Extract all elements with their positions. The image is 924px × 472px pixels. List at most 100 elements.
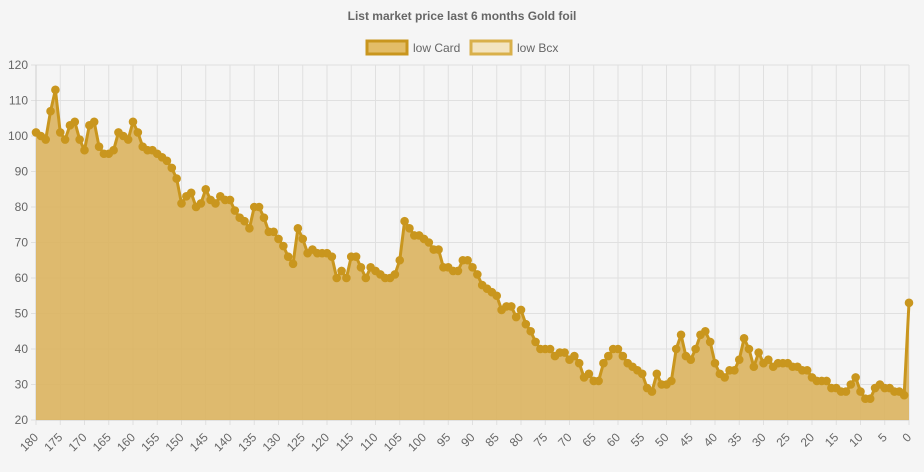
- data-point: [507, 302, 516, 311]
- data-point: [511, 312, 521, 322]
- x-tick-label: 120: [308, 430, 332, 454]
- data-point: [342, 273, 351, 283]
- data-point: [637, 369, 647, 379]
- data-point: [434, 245, 443, 254]
- data-point: [298, 234, 308, 244]
- data-point: [254, 202, 264, 212]
- data-point: [856, 387, 865, 396]
- x-tick-label: 130: [260, 430, 284, 454]
- data-point: [245, 224, 254, 233]
- data-point: [80, 145, 89, 155]
- data-point: [167, 163, 177, 173]
- legend-swatch-low-bcx: [469, 39, 513, 56]
- data-point: [89, 117, 99, 127]
- x-axis: 180 175 170 165 160 155 150 145 140 135 130 125 120 1…: [17, 419, 914, 454]
- data-point: [468, 263, 477, 272]
- data-point: [70, 117, 80, 127]
- data-point: [473, 270, 482, 279]
- x-tick-label: 65: [580, 430, 600, 450]
- data-point: [841, 387, 851, 396]
- data-point: [463, 255, 472, 265]
- y-tick-label: 80: [15, 200, 29, 214]
- y-tick-label: 30: [15, 378, 29, 392]
- x-tick-label: 165: [90, 430, 114, 454]
- legend-item-low-bcx[interactable]: low Bcx: [469, 39, 558, 56]
- data-point: [94, 142, 104, 151]
- x-tick-label: 175: [41, 430, 65, 454]
- data-point: [405, 224, 414, 233]
- data-point: [75, 135, 84, 144]
- data-point: [55, 128, 65, 137]
- data-point: [822, 376, 831, 386]
- y-tick-label: 20: [15, 413, 29, 427]
- data-point: [279, 241, 288, 251]
- data-point: [618, 351, 628, 361]
- data-point: [269, 227, 278, 237]
- data-point: [109, 145, 118, 155]
- data-point: [846, 380, 856, 389]
- legend-label-low-bcx: low Bcx: [517, 41, 558, 55]
- x-tick-label: 140: [211, 430, 235, 454]
- data-point: [686, 355, 696, 364]
- y-axis: 20 30 40 50 60 70 80 90 100 110 120: [8, 58, 37, 427]
- y-tick-label: 90: [15, 165, 29, 179]
- data-point: [749, 362, 759, 372]
- data-point: [351, 252, 361, 262]
- data-point: [453, 266, 463, 276]
- x-tick-label: 115: [333, 430, 357, 454]
- x-tick-label: 40: [701, 430, 721, 450]
- chart-legend: low Card low Bcx: [365, 39, 558, 56]
- x-tick-label: 25: [774, 430, 794, 450]
- data-point: [361, 273, 371, 283]
- x-tick-label: 125: [284, 430, 308, 454]
- x-tick-label: 45: [677, 430, 697, 450]
- legend-swatch-low-card: [365, 39, 409, 56]
- data-point: [739, 334, 749, 343]
- data-point: [259, 213, 269, 222]
- x-tick-label: 145: [187, 430, 211, 454]
- series-area: [36, 89, 909, 420]
- x-tick-label: 75: [531, 430, 551, 450]
- data-point: [274, 234, 283, 244]
- data-point: [652, 369, 662, 379]
- x-tick-label: 95: [434, 430, 454, 450]
- data-point: [492, 291, 502, 301]
- y-tick-label: 60: [15, 271, 29, 285]
- data-point: [904, 298, 914, 308]
- data-point: [356, 263, 366, 272]
- legend-item-low-card[interactable]: low Card: [365, 39, 460, 56]
- data-point: [730, 366, 739, 375]
- x-tick-label: 5: [875, 430, 890, 445]
- data-point: [710, 358, 720, 368]
- x-tick-label: 85: [483, 430, 503, 450]
- data-point: [754, 348, 763, 357]
- data-point: [560, 348, 569, 357]
- data-point: [172, 174, 181, 183]
- data-point: [327, 252, 337, 262]
- x-tick-label: 80: [507, 430, 527, 450]
- data-point: [46, 106, 55, 116]
- data-point: [177, 199, 186, 208]
- chart-title: List market price last 6 months Gold foi…: [348, 9, 577, 23]
- legend-label-low-card: low Card: [413, 41, 460, 55]
- x-tick-label: 90: [458, 430, 478, 450]
- data-point: [851, 373, 860, 382]
- data-point: [604, 351, 613, 361]
- x-tick-label: 135: [235, 430, 259, 454]
- y-tick-label: 70: [15, 236, 29, 250]
- data-point: [288, 259, 298, 269]
- data-point: [744, 344, 754, 354]
- data-point: [390, 270, 400, 279]
- plot-area: [31, 85, 914, 420]
- y-tick-label: 110: [9, 94, 28, 108]
- data-point: [516, 305, 526, 315]
- data-point: [899, 390, 909, 400]
- x-tick-label: 155: [138, 430, 162, 454]
- y-tick-label: 100: [8, 129, 28, 143]
- data-point: [400, 216, 409, 226]
- data-point: [201, 184, 211, 194]
- x-tick-label: 105: [381, 430, 405, 454]
- data-point: [584, 369, 594, 379]
- data-point: [526, 326, 536, 336]
